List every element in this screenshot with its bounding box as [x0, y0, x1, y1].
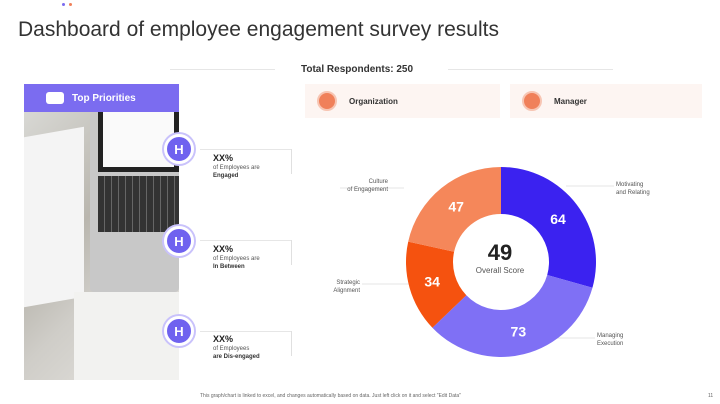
page-title: Dashboard of employee engagement survey …: [18, 18, 499, 41]
label-managing: Managing Execution: [597, 333, 624, 347]
priority-item: XX% of Employees are Dis-engaged: [213, 334, 260, 360]
label-culture: Culture of Engagement: [347, 179, 388, 193]
manager-card: Manager: [510, 84, 702, 118]
decor-dots: [62, 3, 72, 6]
top-priorities-label: Top Priorities: [72, 92, 136, 104]
label-motivating: Motivating and Relating: [616, 182, 650, 196]
donut-slice: [432, 274, 593, 358]
organization-icon: [317, 91, 337, 111]
priority-icon: H: [164, 226, 194, 256]
organization-card: Organization: [305, 84, 500, 118]
organization-label: Organization: [349, 96, 398, 106]
slice-value-label: 73: [511, 323, 527, 339]
slice-value-label: 64: [550, 211, 566, 227]
slice-value-label: 34: [424, 273, 440, 289]
donut-slice: [408, 167, 501, 252]
label-strategic: Strategic Alignment: [333, 280, 360, 294]
divider: [448, 69, 613, 70]
page-number: 11: [708, 393, 714, 399]
top-priorities-header: Top Priorities: [24, 84, 179, 112]
priority-icon: H: [164, 134, 194, 164]
priority-item: XX% of Employees are In Between: [213, 244, 260, 270]
donut-slice: [406, 241, 467, 328]
overall-score: 49: [487, 240, 513, 265]
donut-slice: [501, 167, 596, 288]
badge-icon: [46, 92, 64, 104]
overall-score-label: Overall Score: [475, 266, 525, 275]
total-respondents: Total Respondents: 250: [301, 64, 414, 75]
priority-icon: H: [164, 316, 194, 346]
priority-item: XX% of Employees are Engaged: [213, 153, 260, 179]
manager-label: Manager: [554, 96, 587, 106]
slice-value-label: 47: [448, 198, 464, 214]
divider: [170, 69, 275, 70]
footer-note: This graph/chart is linked to excel, and…: [200, 393, 461, 399]
manager-icon: [522, 91, 542, 111]
